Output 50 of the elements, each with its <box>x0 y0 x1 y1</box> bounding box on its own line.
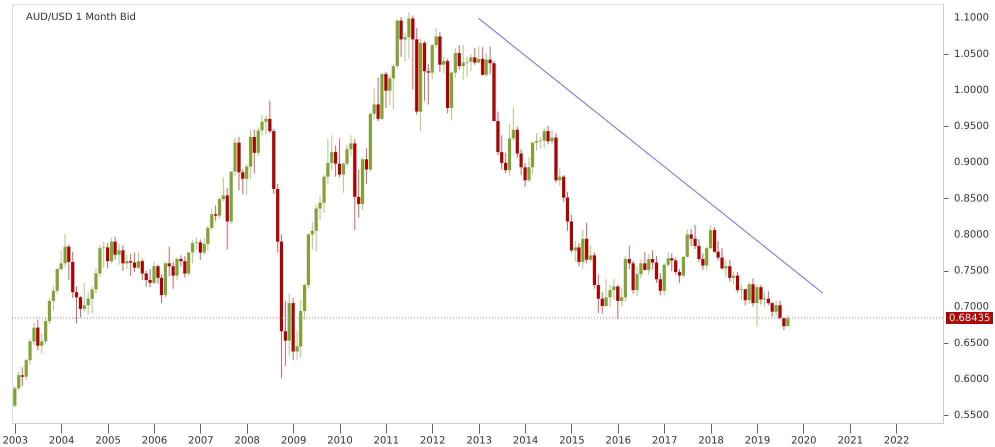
x-tick-label: 2004 <box>48 436 74 446</box>
x-tick-label: 2010 <box>327 436 353 446</box>
candlestick <box>624 256 627 302</box>
x-tick-label: 2008 <box>234 436 260 446</box>
candlestick <box>56 267 59 294</box>
candlestick <box>682 256 686 278</box>
candlestick <box>492 60 496 122</box>
y-tick-label: 0.6500 <box>954 338 989 349</box>
y-tick-label: 0.7000 <box>954 302 989 313</box>
y-tick-label: 0.7500 <box>954 266 989 277</box>
x-tick-label: 2016 <box>606 436 631 446</box>
y-tick-label: 0.9500 <box>954 121 989 132</box>
x-tick-label: 2012 <box>420 436 446 446</box>
x-tick-label: 2015 <box>559 436 585 446</box>
candlestick <box>187 251 190 276</box>
x-tick-label: 2019 <box>744 436 770 446</box>
candlestick <box>256 127 260 156</box>
candlestick <box>396 18 399 69</box>
candlestick <box>230 171 233 224</box>
candlestick <box>164 261 168 298</box>
x-tick-label: 2003 <box>2 436 28 446</box>
candlestick <box>712 226 716 254</box>
y-tick-label: 1.0500 <box>954 48 989 60</box>
y-tick-label: 0.6000 <box>954 374 989 385</box>
x-tick-label: 2013 <box>466 436 492 446</box>
x-tick-label: 2009 <box>280 436 306 446</box>
candlestick <box>306 233 310 290</box>
x-tick-label: 2006 <box>142 436 168 446</box>
y-tick-label: 0.5500 <box>954 410 989 422</box>
x-tick-label: 2005 <box>95 436 121 446</box>
text: AUD/USD 1 Month Bid <box>26 12 136 23</box>
x-tick-label: 2007 <box>188 436 214 446</box>
x-tick-label: 2014 <box>512 436 538 446</box>
candlestick <box>98 244 102 277</box>
y-tick-label: 0.8000 <box>954 229 989 240</box>
ref-line-label: 0.68435 <box>949 312 990 324</box>
candlestick <box>368 112 372 172</box>
y-tick-label: 0.8500 <box>954 193 989 204</box>
x-tick-label: 2020 <box>791 436 817 446</box>
candlestick <box>272 128 276 194</box>
y-tick-label: 0.9000 <box>954 157 989 168</box>
x-tick-label: 2021 <box>838 436 864 446</box>
candlestick <box>554 132 558 183</box>
x-tick-label: 2018 <box>698 436 724 446</box>
x-tick-label: 2017 <box>652 436 678 446</box>
x-tick-label: 2022 <box>884 436 910 446</box>
candlestick <box>380 72 384 120</box>
y-tick-label: 1.0000 <box>954 84 989 96</box>
y-tick-label: 1.1000 <box>954 12 989 24</box>
x-tick-label: 2011 <box>374 436 400 446</box>
